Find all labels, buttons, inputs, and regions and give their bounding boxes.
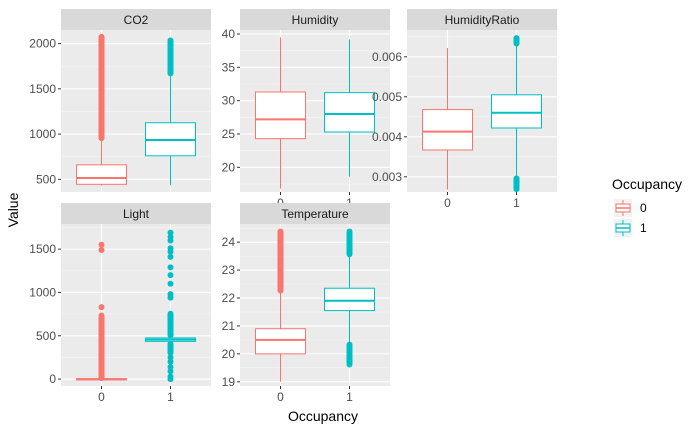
box-group-1	[145, 37, 196, 186]
legend-label: 0	[640, 201, 647, 215]
outlier-point	[167, 291, 174, 298]
panel-co2: CO2 500 1000 1500 2000	[29, 9, 211, 192]
facet-strip-label: Light	[123, 207, 150, 221]
y-tick-label: 500	[36, 329, 56, 343]
outlier-point	[167, 358, 174, 365]
box-group-1	[491, 35, 542, 193]
y-tick-label: 20	[222, 160, 236, 174]
box	[324, 287, 375, 312]
box	[255, 328, 306, 355]
box-group-1	[324, 39, 375, 177]
panel-humidityratio: HumidityRatio 0.003 0.004 0.005 0.006 0 1	[372, 9, 557, 210]
y-tick-label: 40	[222, 27, 236, 41]
x-tick-label: 0	[277, 390, 284, 404]
facet-strip-label: Temperature	[281, 207, 349, 221]
outlier-point	[98, 246, 105, 253]
x-tick-label: 1	[513, 196, 520, 210]
box-group-0	[422, 48, 473, 190]
outlier-point	[167, 245, 174, 252]
facet-strip	[240, 203, 390, 224]
box-group-0	[255, 228, 306, 382]
legend: Occupancy 01	[612, 176, 682, 237]
y-tick-label: 0.003	[372, 170, 402, 184]
y-axis-title: Value	[5, 192, 21, 227]
y-tick-label: 0	[49, 372, 56, 386]
box-group-1	[324, 228, 375, 368]
outlier-band-high	[98, 312, 105, 382]
outlier-band-high	[98, 33, 105, 142]
facet-strip	[61, 203, 211, 224]
outlier-point	[167, 368, 174, 375]
panel-humidity: Humidity202530354001	[222, 9, 390, 210]
y-tick-label: 1000	[29, 285, 56, 299]
facet-strip	[407, 9, 557, 30]
outlier-band-low	[513, 175, 520, 193]
x-tick-label: 0	[444, 196, 451, 210]
box-group-0	[76, 241, 127, 382]
panel-background	[61, 224, 211, 386]
legend-key-1: 1	[614, 219, 647, 237]
outlier-point	[167, 272, 174, 279]
outlier-band-high	[346, 228, 353, 258]
outlier-band-low	[346, 341, 353, 368]
outlier-point	[167, 354, 174, 361]
y-tick-label: 25	[222, 127, 236, 141]
outlier-point	[167, 363, 174, 370]
y-tick-label: 0.006	[372, 50, 402, 64]
y-tick-label: 1500	[29, 242, 56, 256]
y-tick-label: 2000	[29, 37, 56, 51]
y-tick-label: 24	[222, 235, 236, 249]
outlier-point	[167, 253, 174, 260]
y-tick-label: 21	[222, 319, 236, 333]
y-tick-label: 0.005	[372, 90, 402, 104]
box-group-1	[145, 229, 196, 383]
y-tick-label: 30	[222, 94, 236, 108]
legend-key-0: 0	[614, 199, 647, 217]
panels-layer: CO2500100015002000Humidity202530354001Hu…	[29, 9, 557, 404]
legend-label: 1	[640, 221, 647, 235]
y-tick-label: 23	[222, 263, 236, 277]
box	[255, 91, 306, 140]
x-tick-label: 1	[167, 390, 174, 404]
y-tick-label: 20	[222, 347, 236, 361]
outlier-point	[167, 264, 174, 271]
outlier-point	[167, 229, 174, 236]
y-tick-label: 22	[222, 291, 236, 305]
x-tick-label: 1	[346, 390, 353, 404]
box	[76, 164, 127, 185]
y-tick-label: 500	[36, 172, 56, 186]
box	[491, 94, 542, 129]
y-tick-label: 0.004	[372, 130, 402, 144]
x-tick-label: 0	[98, 390, 105, 404]
outlier-point	[98, 241, 105, 248]
panel-light: Light 0 500 1000 1500 0 1	[29, 203, 211, 404]
outlier-band-high	[513, 35, 520, 47]
x-axis-title: Occupancy	[288, 408, 358, 424]
outlier-point	[167, 233, 174, 240]
facet-strip	[240, 9, 390, 30]
outlier-point	[167, 373, 174, 380]
facet-strip-label: Humidity	[292, 13, 339, 27]
outlier-band-high	[277, 228, 284, 294]
outlier-band-low	[167, 341, 174, 356]
y-tick-label: 1500	[29, 82, 56, 96]
box-group-0	[255, 37, 306, 189]
outlier-band-high	[167, 37, 174, 77]
outlier-point	[98, 304, 105, 311]
box	[324, 92, 375, 133]
y-tick-label: 19	[222, 375, 236, 389]
outlier-point	[167, 280, 174, 287]
legend-keys: 01	[614, 199, 647, 237]
legend-title: Occupancy	[612, 176, 682, 192]
box-group-0	[76, 33, 127, 186]
outlier-band-high	[167, 310, 174, 339]
y-tick-label: 1000	[29, 127, 56, 141]
facet-strip-label: HumidityRatio	[445, 13, 520, 27]
y-tick-label: 35	[222, 60, 236, 74]
panel-temperature: Temperature 19 20 21 22 23 24 0 1	[222, 203, 390, 404]
facet-strip	[61, 9, 211, 30]
box	[422, 109, 473, 151]
facet-strip-label: CO2	[124, 13, 149, 27]
